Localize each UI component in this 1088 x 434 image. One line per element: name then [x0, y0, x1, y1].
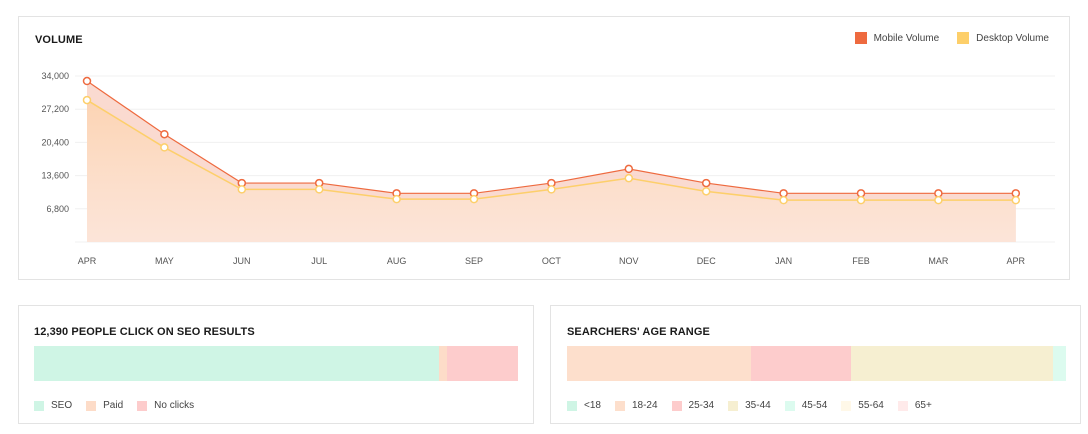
legend-item[interactable]: Paid — [86, 400, 123, 411]
mobile-point — [1011, 189, 1021, 198]
legend-swatch — [841, 400, 852, 411]
legend-item[interactable]: 45-54 — [784, 400, 828, 411]
legend-label: 55-64 — [858, 400, 884, 411]
legend-mobile[interactable]: Mobile Volume — [854, 32, 940, 44]
x-tick-label: APR — [1007, 256, 1026, 266]
desktop-point — [1011, 195, 1021, 205]
desktop-point — [392, 194, 401, 204]
desktop-point — [237, 185, 247, 194]
bar-segment[interactable] — [34, 346, 440, 381]
y-tick-label: 27,200 — [41, 104, 69, 114]
desktop-point — [934, 195, 943, 205]
y-tick-label: 20,400 — [41, 137, 69, 147]
desktop-point — [701, 187, 711, 196]
legend-label: 35-44 — [745, 400, 771, 411]
bar-segment[interactable] — [439, 346, 448, 381]
desktop-point — [82, 95, 92, 105]
seo-legend: SEO Paid No clicks — [34, 400, 194, 411]
legend-item[interactable]: <18 — [567, 400, 601, 411]
y-tick-label: 13,600 — [41, 171, 69, 181]
desktop-point — [314, 185, 324, 194]
x-tick-label: MAR — [928, 256, 949, 266]
legend-swatch — [784, 400, 795, 411]
legend-label: SEO — [51, 400, 73, 411]
legend-label: 25-34 — [688, 400, 715, 411]
mobile-point — [934, 189, 943, 198]
seo-title: 12,390 PEOPLE CLICK ON SEO RESULTS — [34, 326, 255, 338]
x-tick-label: DEC — [697, 256, 717, 266]
legend-item[interactable]: 35-44 — [728, 400, 771, 411]
bar-segment[interactable] — [567, 346, 752, 381]
desktop-point — [160, 143, 169, 152]
desktop-point — [547, 185, 556, 194]
x-tick-label: AUG — [387, 256, 407, 266]
bar-segment[interactable] — [447, 346, 518, 381]
seo-clicks-card: 12,390 PEOPLE CLICK ON SEO RESULTS SEO Pa… — [18, 305, 534, 424]
age-stacked-bar — [567, 346, 1066, 381]
desktop-point — [469, 194, 479, 204]
legend-item[interactable]: No clicks — [137, 400, 194, 411]
legend-label: 18-24 — [631, 400, 658, 411]
x-tick-label: NOV — [619, 256, 639, 266]
y-tick-label: 34,000 — [41, 71, 69, 81]
x-tick-label: APR — [78, 256, 97, 266]
mobile-point — [779, 189, 788, 198]
legend-label: No clicks — [154, 400, 195, 411]
legend-item[interactable]: 18-24 — [614, 400, 658, 411]
legend-swatch — [671, 400, 682, 411]
x-tick-label: OCT — [542, 256, 562, 266]
y-tick-label: 6,800 — [46, 204, 69, 214]
x-tick-label: JUN — [233, 256, 251, 266]
x-tick-label: SEP — [465, 256, 483, 266]
legend-label: Paid — [103, 400, 124, 411]
legend-label: 45-54 — [801, 400, 828, 411]
x-tick-label: JUL — [311, 256, 327, 266]
bar-segment[interactable] — [1053, 346, 1066, 381]
legend-desktop[interactable]: Desktop Volume — [957, 32, 1049, 44]
mobile-point — [160, 129, 169, 139]
age-title: SEARCHERS' AGE RANGE — [567, 326, 710, 338]
x-tick-label: MAY — [155, 256, 174, 266]
legend-swatch — [567, 400, 577, 411]
legend-label: 65+ — [914, 400, 932, 411]
mobile-point — [82, 76, 92, 86]
volume-legend: Mobile Volume Desktop Volume — [854, 32, 1049, 44]
volume-chart: 34,000 27,200 20,400 13,600 6,800 APR MAY JUN JU… — [41, 71, 1055, 266]
mobile-point — [856, 189, 866, 198]
x-tick-label: FEB — [852, 256, 870, 266]
desktop-point — [856, 195, 866, 205]
mobile-point — [624, 164, 634, 174]
bar-segment[interactable] — [751, 346, 851, 381]
legend-swatch — [34, 400, 44, 411]
age-legend: <18 18-24 25-34 35-44 45-54 55-64 65+ — [567, 400, 932, 411]
legend-item[interactable]: 55-64 — [841, 400, 884, 411]
legend-label: Mobile Volume — [873, 32, 940, 44]
legend-label: Desktop Volume — [976, 32, 1049, 44]
legend-swatch — [897, 400, 908, 411]
x-tick-label: JAN — [775, 256, 792, 266]
legend-swatch — [86, 400, 97, 411]
age-range-card: SEARCHERS' AGE RANGE <18 18-24 25-34 35-44 4… — [550, 305, 1081, 424]
legend-swatch — [614, 400, 625, 411]
legend-swatch — [728, 400, 739, 411]
legend-label: <18 — [584, 400, 601, 411]
desktop-point — [624, 173, 634, 183]
seo-stacked-bar — [34, 346, 518, 381]
desktop-point — [779, 195, 788, 205]
legend-item[interactable]: 25-34 — [671, 400, 715, 411]
legend-swatch — [137, 400, 148, 411]
mobile-swatch — [854, 32, 867, 44]
volume-title: VOLUME — [35, 34, 83, 46]
legend-item[interactable]: 65+ — [897, 400, 932, 411]
bar-segment[interactable] — [850, 346, 1054, 381]
volume-card: VOLUME Mobile Volume Desktop Volume 34,0… — [18, 16, 1070, 280]
mobile-point — [701, 178, 711, 188]
desktop-area — [87, 100, 1016, 243]
desktop-swatch — [957, 32, 970, 44]
legend-item[interactable]: SEO — [34, 400, 72, 411]
